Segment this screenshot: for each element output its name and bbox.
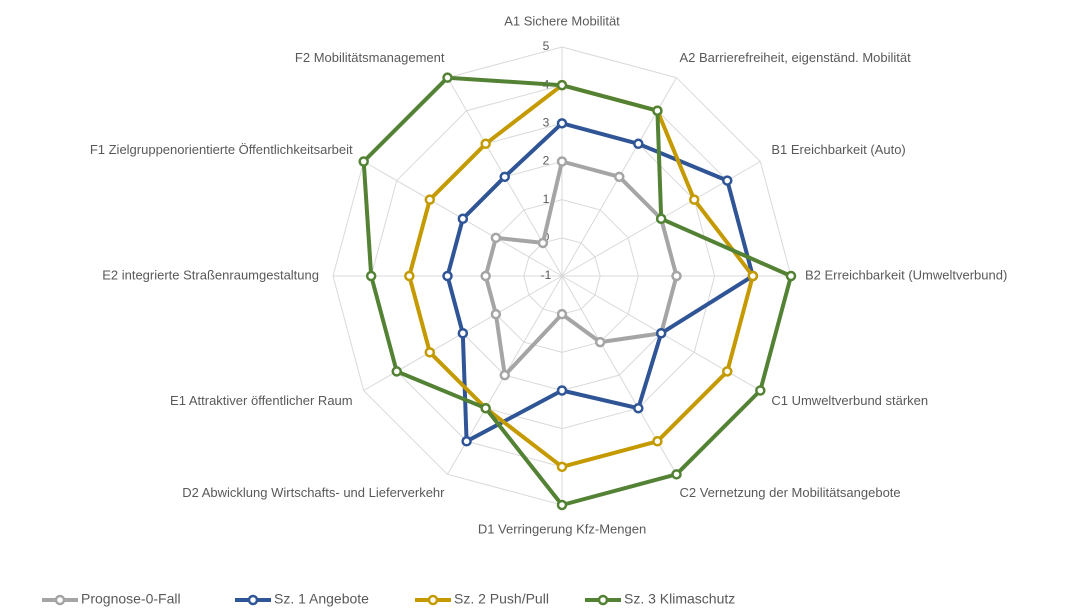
axis-label: C2 Vernetzung der Mobilitätsangebote	[680, 485, 901, 500]
marker	[614, 171, 625, 183]
legend-label: Prognose-0-Fall	[81, 591, 181, 607]
legend-label: Sz. 3 Klimaschutz	[624, 591, 735, 607]
legend-marker	[427, 594, 439, 606]
marker	[457, 328, 469, 339]
axis-label: D2 Abwicklung Wirtschafts- und Lieferver…	[182, 485, 445, 500]
legend-marker	[54, 594, 66, 606]
marker	[490, 308, 502, 320]
legend-marker	[247, 594, 259, 606]
marker	[633, 138, 644, 150]
marker	[457, 213, 469, 224]
marker	[424, 194, 436, 205]
marker	[499, 171, 510, 183]
marker	[442, 270, 453, 282]
marker	[556, 79, 568, 91]
marker	[490, 232, 502, 244]
marker	[633, 402, 644, 414]
axis-label: C1 Umweltverbund stärken	[771, 393, 928, 408]
axis-label: E1 Attraktiver öffentlicher Raum	[170, 393, 353, 408]
marker	[722, 175, 733, 186]
marker	[556, 156, 568, 167]
axis-label: B1 Ereichbarkeit (Auto)	[771, 142, 905, 157]
marker	[537, 237, 549, 249]
marker	[747, 270, 759, 282]
marker	[652, 436, 663, 447]
marker	[442, 72, 453, 83]
marker	[358, 156, 369, 167]
marker	[655, 213, 667, 224]
axis-label: A1 Sichere Mobilität	[504, 13, 620, 28]
marker	[461, 436, 472, 447]
tick-label: 5	[543, 39, 550, 53]
marker	[480, 402, 491, 414]
axis-label: E2 integrierte Straßenraumgestaltung	[102, 267, 319, 282]
marker	[671, 469, 682, 480]
legend-label: Sz. 2 Push/Pull	[454, 591, 549, 607]
marker	[480, 270, 491, 282]
marker	[391, 366, 402, 377]
marker	[556, 308, 568, 320]
marker	[556, 385, 568, 396]
marker	[785, 270, 797, 282]
axis-label: F1 Zielgruppenorientierte Öffentlichkeit…	[90, 142, 353, 157]
marker	[499, 369, 510, 381]
marker	[556, 118, 568, 129]
marker	[365, 270, 377, 282]
axis-label: A2 Barrierefreiheit, eigenständ. Mobilit…	[680, 50, 912, 65]
marker	[755, 385, 766, 396]
marker	[652, 105, 663, 116]
tick-label: 2	[543, 154, 550, 168]
marker	[655, 328, 667, 339]
tick-label: -1	[541, 268, 552, 282]
tick-label: 1	[543, 192, 550, 206]
axis-label: B2 Erreichbarkeit (Umweltverbund)	[805, 267, 1007, 282]
marker	[404, 270, 415, 282]
marker	[594, 336, 606, 348]
legend-label: Sz. 1 Angebote	[274, 591, 369, 607]
legend-marker	[597, 594, 609, 606]
marker	[424, 347, 436, 358]
marker	[671, 270, 682, 282]
marker	[688, 194, 700, 205]
tick-label: 3	[543, 116, 550, 130]
marker	[556, 461, 568, 473]
axis-label: F2 Mobilitätsmanagement	[295, 50, 445, 65]
axis-label: D1 Verringerung Kfz-Mengen	[478, 521, 646, 536]
marker	[556, 499, 568, 511]
marker	[480, 138, 491, 150]
marker	[722, 366, 733, 377]
